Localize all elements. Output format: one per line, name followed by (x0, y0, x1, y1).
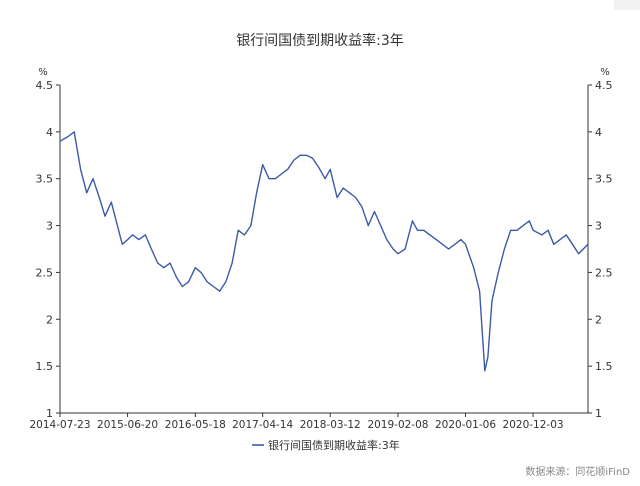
y-tick-label-left: 2 (46, 313, 53, 326)
x-tick-label: 2016-05-18 (165, 419, 226, 431)
y-unit-right: % (600, 67, 610, 78)
legend-label: 银行间国债到期收益率:3年 (268, 438, 400, 452)
y-tick-label-left: 1.5 (36, 360, 54, 373)
x-tick-label: 2015-06-20 (97, 419, 158, 431)
x-tick-label: 2020-12-03 (503, 419, 564, 431)
y-tick-label-right: 2.5 (595, 266, 613, 279)
x-tick-label: 2018-03-12 (300, 419, 361, 431)
y-tick-label-right: 1.5 (595, 360, 613, 373)
y-tick-label-left: 2.5 (36, 266, 54, 279)
y-tick-label-left: 4 (46, 126, 53, 139)
x-tick-label: 2020-01-06 (435, 419, 496, 431)
data-source: 数据来源：同花顺iFinD (525, 467, 630, 478)
y-tick-label-right: 3 (595, 220, 602, 233)
series-line (59, 131, 589, 372)
corner-decoration (614, 0, 640, 10)
y-tick-label-left: 4.5 (36, 79, 54, 92)
chart-title: 银行间国债到期收益率:3年 (236, 33, 404, 49)
y-tick-label-left: 3.5 (36, 173, 54, 186)
y-tick-label-right: 4.5 (595, 79, 613, 92)
x-tick-label: 2019-02-08 (367, 419, 428, 431)
x-tick-label: 2014-07-23 (29, 419, 90, 431)
y-tick-label-left: 3 (46, 220, 53, 233)
y-tick-label-right: 4 (595, 126, 602, 139)
y-tick-label-left: 1 (46, 407, 53, 420)
y-tick-label-right: 1 (595, 407, 602, 420)
y-tick-label-right: 2 (595, 313, 602, 326)
x-tick-label: 2017-04-14 (232, 419, 293, 431)
y-tick-label-right: 3.5 (595, 173, 613, 186)
y-unit-left: % (38, 67, 48, 78)
